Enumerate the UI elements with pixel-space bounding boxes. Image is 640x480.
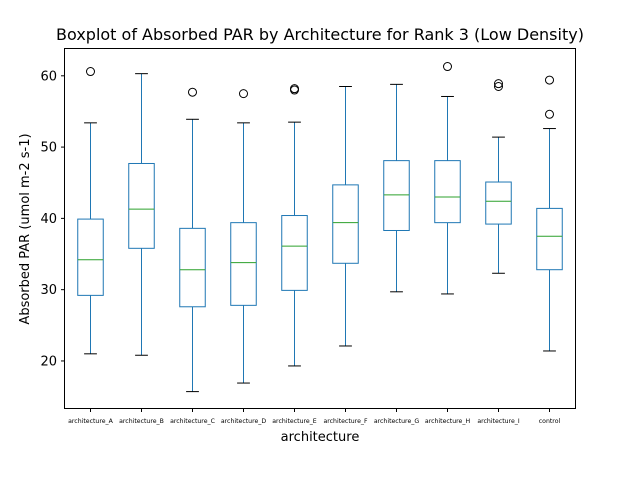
outlier-point bbox=[494, 81, 503, 91]
box bbox=[230, 222, 257, 306]
outlier-point bbox=[545, 75, 554, 85]
y-axis: 20 30 40 50 60 bbox=[40, 69, 65, 369]
x-tick-label: architecture_C bbox=[170, 418, 215, 425]
outlier-point bbox=[86, 67, 95, 77]
x-tick-label: architecture_F bbox=[323, 418, 368, 425]
box-group-architecture_E bbox=[281, 84, 308, 367]
box-group-architecture_I bbox=[485, 79, 512, 274]
y-tick-label: 20 bbox=[40, 354, 57, 369]
box-group-architecture_H bbox=[434, 62, 461, 295]
plot-area bbox=[77, 62, 563, 393]
y-axis-label: Absorbed PAR (umol m-2 s-1) bbox=[18, 133, 33, 324]
box bbox=[434, 160, 461, 224]
x-tick-label: architecture_B bbox=[119, 418, 164, 425]
box-group-architecture_D bbox=[230, 89, 257, 384]
x-tick-label: architecture_A bbox=[68, 418, 114, 425]
x-tick-label: architecture_H bbox=[425, 418, 471, 425]
outlier-point bbox=[290, 84, 299, 94]
box bbox=[128, 162, 155, 249]
x-tick-label: architecture_E bbox=[272, 418, 317, 425]
outlier-point bbox=[494, 79, 503, 89]
y-tick-label: 60 bbox=[40, 69, 57, 84]
x-tick-label: architecture_I bbox=[477, 418, 520, 425]
y-tick-label: 40 bbox=[40, 212, 57, 227]
box bbox=[536, 207, 563, 271]
box bbox=[77, 218, 104, 296]
x-tick-label: architecture_D bbox=[221, 418, 267, 425]
x-axis: architecture_A architecture_B architecture… bbox=[68, 408, 561, 425]
outlier-point bbox=[443, 62, 452, 72]
box bbox=[281, 215, 308, 291]
box-group-architecture_F bbox=[332, 85, 359, 347]
box bbox=[332, 184, 359, 264]
chart-title: Boxplot of Absorbed PAR by Architecture … bbox=[56, 25, 584, 44]
box bbox=[383, 160, 410, 231]
box bbox=[485, 181, 512, 225]
box-group-architecture_B bbox=[128, 73, 155, 356]
y-tick-label: 50 bbox=[40, 141, 57, 156]
plot-frame bbox=[64, 48, 576, 409]
x-axis-label: architecture bbox=[281, 430, 360, 445]
outlier-point bbox=[239, 89, 248, 99]
box-group-architecture_A bbox=[77, 67, 104, 355]
box-group-control bbox=[536, 75, 563, 352]
outlier-point bbox=[545, 109, 554, 119]
y-tick-label: 30 bbox=[40, 283, 57, 298]
box bbox=[179, 227, 206, 308]
outlier-point bbox=[188, 87, 197, 97]
x-tick-label: control bbox=[539, 418, 561, 425]
x-tick-label: architecture_G bbox=[374, 418, 420, 425]
box-group-architecture_C bbox=[179, 87, 206, 393]
box-group-architecture_G bbox=[383, 83, 410, 293]
